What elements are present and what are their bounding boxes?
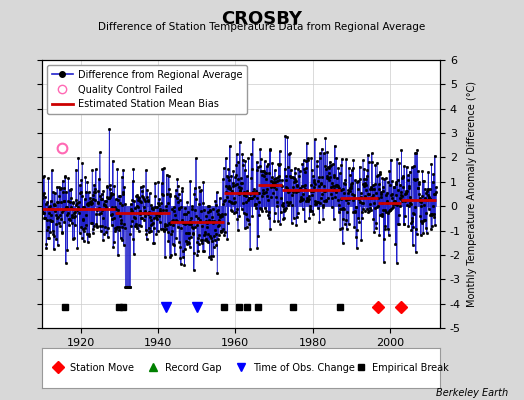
Legend: Difference from Regional Average, Quality Control Failed, Estimated Station Mean: Difference from Regional Average, Qualit… (47, 65, 247, 114)
Text: CROSBY: CROSBY (222, 10, 302, 28)
Y-axis label: Monthly Temperature Anomaly Difference (°C): Monthly Temperature Anomaly Difference (… (466, 81, 476, 307)
Text: Station Move: Station Move (70, 363, 134, 373)
Text: Empirical Break: Empirical Break (373, 363, 449, 373)
Text: Record Gap: Record Gap (166, 363, 222, 373)
Text: Difference of Station Temperature Data from Regional Average: Difference of Station Temperature Data f… (99, 22, 425, 32)
Text: Berkeley Earth: Berkeley Earth (436, 388, 508, 398)
Text: Time of Obs. Change: Time of Obs. Change (253, 363, 355, 373)
